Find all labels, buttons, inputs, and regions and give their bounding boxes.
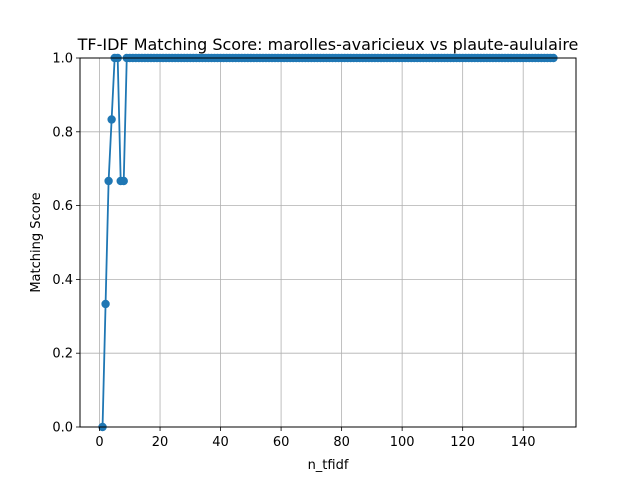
y-tick-label: 1.0: [52, 52, 73, 67]
x-tick-label: 100: [390, 435, 415, 450]
x-tick-label: 0: [95, 435, 103, 450]
x-tick-label: 60: [273, 435, 290, 450]
x-tick-label: 120: [450, 435, 475, 450]
x-tick-label: 140: [511, 435, 536, 450]
chart-title: TF-IDF Matching Score: marolles-avaricie…: [77, 35, 579, 54]
y-axis-label: Matching Score: [29, 192, 44, 292]
y-axis-ticks: 0.0 0.2 0.4 0.6 0.8 1.0: [52, 52, 80, 436]
y-tick-label: 0.0: [52, 421, 73, 436]
x-tick-label: 80: [333, 435, 350, 450]
y-tick-label: 0.6: [52, 199, 73, 214]
y-tick-label: 0.2: [52, 347, 73, 362]
x-tick-label: 20: [152, 435, 169, 450]
x-axis-ticks: 0 20 40 60 80 100 120 140: [95, 427, 536, 450]
plot-frame: [79, 57, 577, 428]
y-tick-label: 0.8: [52, 125, 73, 140]
data-point: [101, 299, 110, 309]
y-tick-label: 0.4: [52, 273, 73, 288]
data-point: [119, 176, 128, 186]
data-point: [107, 115, 116, 124]
data-point: [104, 176, 113, 186]
x-tick-label: 40: [212, 435, 229, 450]
x-axis-label: n_tfidf: [308, 458, 349, 473]
